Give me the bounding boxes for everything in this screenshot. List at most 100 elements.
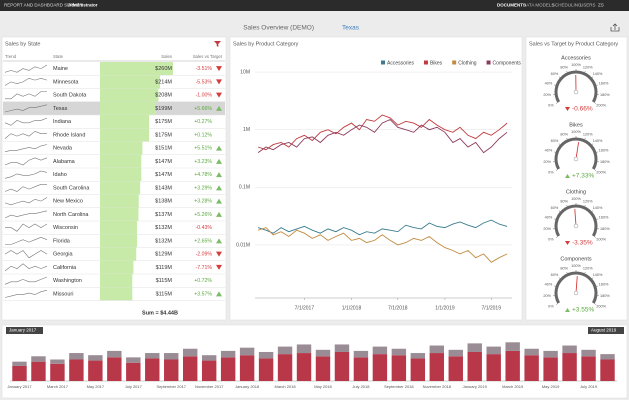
bar-segment bbox=[126, 357, 141, 363]
x-tick-label: January 2017 bbox=[7, 384, 32, 389]
y-tick-label: 1M bbox=[243, 127, 250, 133]
timeline-panel bbox=[1, 324, 628, 399]
gauge-tick bbox=[594, 236, 597, 238]
x-tick-label: May 2019 bbox=[542, 384, 560, 389]
state-name[interactable]: Idaho bbox=[53, 172, 67, 178]
bar-segment bbox=[353, 350, 369, 358]
nav-item[interactable]: DATA MODELS bbox=[523, 3, 554, 8]
state-name[interactable]: Texas bbox=[53, 106, 68, 112]
gauge-arc bbox=[554, 271, 598, 304]
bar-segment bbox=[353, 357, 369, 381]
bar-segment bbox=[164, 353, 179, 360]
x-tick-label: January 2019 bbox=[463, 384, 488, 389]
x-tick-label: 7/1/2018 bbox=[388, 305, 408, 311]
x-tick-label: July 2017 bbox=[125, 384, 143, 389]
gauge-tick-label: 60% bbox=[551, 72, 559, 76]
x-tick-label: July 2018 bbox=[352, 384, 370, 389]
share-icon[interactable] bbox=[610, 23, 620, 32]
bar-segment bbox=[164, 359, 179, 381]
nav-item[interactable]: DOCUMENTS bbox=[497, 3, 526, 8]
filter-icon[interactable] bbox=[214, 41, 221, 47]
nav-item[interactable]: SCHEDULING bbox=[552, 3, 582, 8]
state-name[interactable]: South Carolina bbox=[53, 185, 90, 191]
legend-swatch bbox=[452, 60, 457, 65]
vs-target: -2.09% bbox=[196, 252, 213, 258]
state-name[interactable]: Alabama bbox=[53, 159, 76, 165]
gauge-tick-label: 180% bbox=[600, 227, 610, 231]
state-name[interactable]: Georgia bbox=[53, 252, 74, 258]
bar-segment bbox=[334, 344, 350, 352]
trend-sparkline bbox=[4, 276, 48, 285]
gauge-tick bbox=[591, 76, 594, 78]
state-name[interactable]: Florida bbox=[53, 238, 71, 244]
gauge-tick bbox=[594, 169, 597, 171]
range-end: August 2019 bbox=[591, 328, 617, 333]
state-name[interactable]: Minnesota bbox=[53, 79, 79, 85]
gauge-tick bbox=[566, 271, 568, 274]
state-name[interactable]: South Dakota bbox=[53, 93, 87, 99]
trend-indicator bbox=[216, 251, 222, 257]
bar-segment bbox=[107, 357, 122, 381]
bar-segment bbox=[69, 353, 84, 360]
state-name[interactable]: Wisconsin bbox=[53, 225, 78, 231]
sales-value: $129M bbox=[155, 252, 172, 258]
trend-indicator bbox=[216, 105, 222, 111]
state-name[interactable]: Washington bbox=[53, 278, 82, 284]
gauge-tick-label: 180% bbox=[600, 160, 610, 164]
bar-segment bbox=[315, 356, 331, 381]
sales-value: $115M bbox=[156, 291, 173, 297]
gauge-tick-label: 140% bbox=[593, 139, 603, 143]
top-bar bbox=[0, 0, 629, 11]
vs-target: +2.65% bbox=[194, 238, 212, 244]
bar-segment bbox=[12, 361, 27, 366]
state-name[interactable]: Indiana bbox=[53, 119, 72, 125]
bar-segment bbox=[277, 354, 293, 381]
state-name[interactable]: Missouri bbox=[53, 291, 73, 297]
gauge-tick-label: 0% bbox=[548, 238, 554, 242]
state-name[interactable]: Rhode Island bbox=[53, 132, 85, 138]
state-name[interactable]: Maine bbox=[53, 66, 68, 72]
x-tick-label: January 2018 bbox=[235, 384, 260, 389]
state-name[interactable]: Nevada bbox=[53, 146, 73, 152]
trend-sparkline bbox=[4, 290, 48, 298]
bar-segment bbox=[182, 348, 198, 357]
state-name[interactable]: North Carolina bbox=[53, 212, 89, 218]
state-name[interactable]: New Mexico bbox=[53, 199, 83, 205]
sales-bar bbox=[100, 128, 150, 142]
user-initials[interactable]: ZS bbox=[598, 3, 604, 8]
x-tick-label: 1/1/2018 bbox=[342, 305, 362, 311]
vs-target: -5.53% bbox=[196, 79, 213, 85]
x-tick-label: November 2018 bbox=[423, 384, 452, 389]
gauge-value: +7.33% bbox=[572, 173, 594, 180]
sales-bar bbox=[100, 221, 138, 235]
vs-target: -1.00% bbox=[196, 93, 213, 99]
filter-label[interactable]: Texas bbox=[342, 25, 360, 32]
bar-segment bbox=[543, 357, 558, 381]
legend-label: Bikes bbox=[430, 60, 443, 66]
bar-segment bbox=[50, 359, 65, 364]
x-tick-label: September 2018 bbox=[384, 384, 414, 389]
gauge-tick bbox=[591, 143, 594, 145]
trend-sparkline bbox=[4, 197, 48, 206]
trend-sparkline bbox=[4, 210, 48, 219]
sales-bar bbox=[100, 101, 156, 115]
gauge-arc bbox=[554, 204, 598, 237]
state-name[interactable]: California bbox=[53, 265, 77, 271]
legend-label: Clothing bbox=[458, 60, 477, 66]
x-tick-label: March 2018 bbox=[274, 384, 296, 389]
trend-sparkline bbox=[4, 263, 48, 272]
sales-bar bbox=[100, 168, 142, 182]
sales-bar bbox=[100, 154, 142, 168]
user-name: Administrator bbox=[68, 3, 98, 8]
vs-target: +0.12% bbox=[194, 132, 212, 138]
trend-indicator bbox=[216, 172, 222, 178]
nav-item[interactable]: USERS bbox=[580, 3, 596, 8]
sales-value: $143M bbox=[155, 185, 172, 191]
bar-segment bbox=[88, 360, 103, 381]
bar-segment bbox=[296, 353, 312, 381]
gauge-tick-label: 120% bbox=[583, 65, 593, 69]
bar-segment bbox=[145, 358, 160, 381]
bar-segment bbox=[505, 342, 520, 351]
bar-segment bbox=[448, 349, 463, 357]
